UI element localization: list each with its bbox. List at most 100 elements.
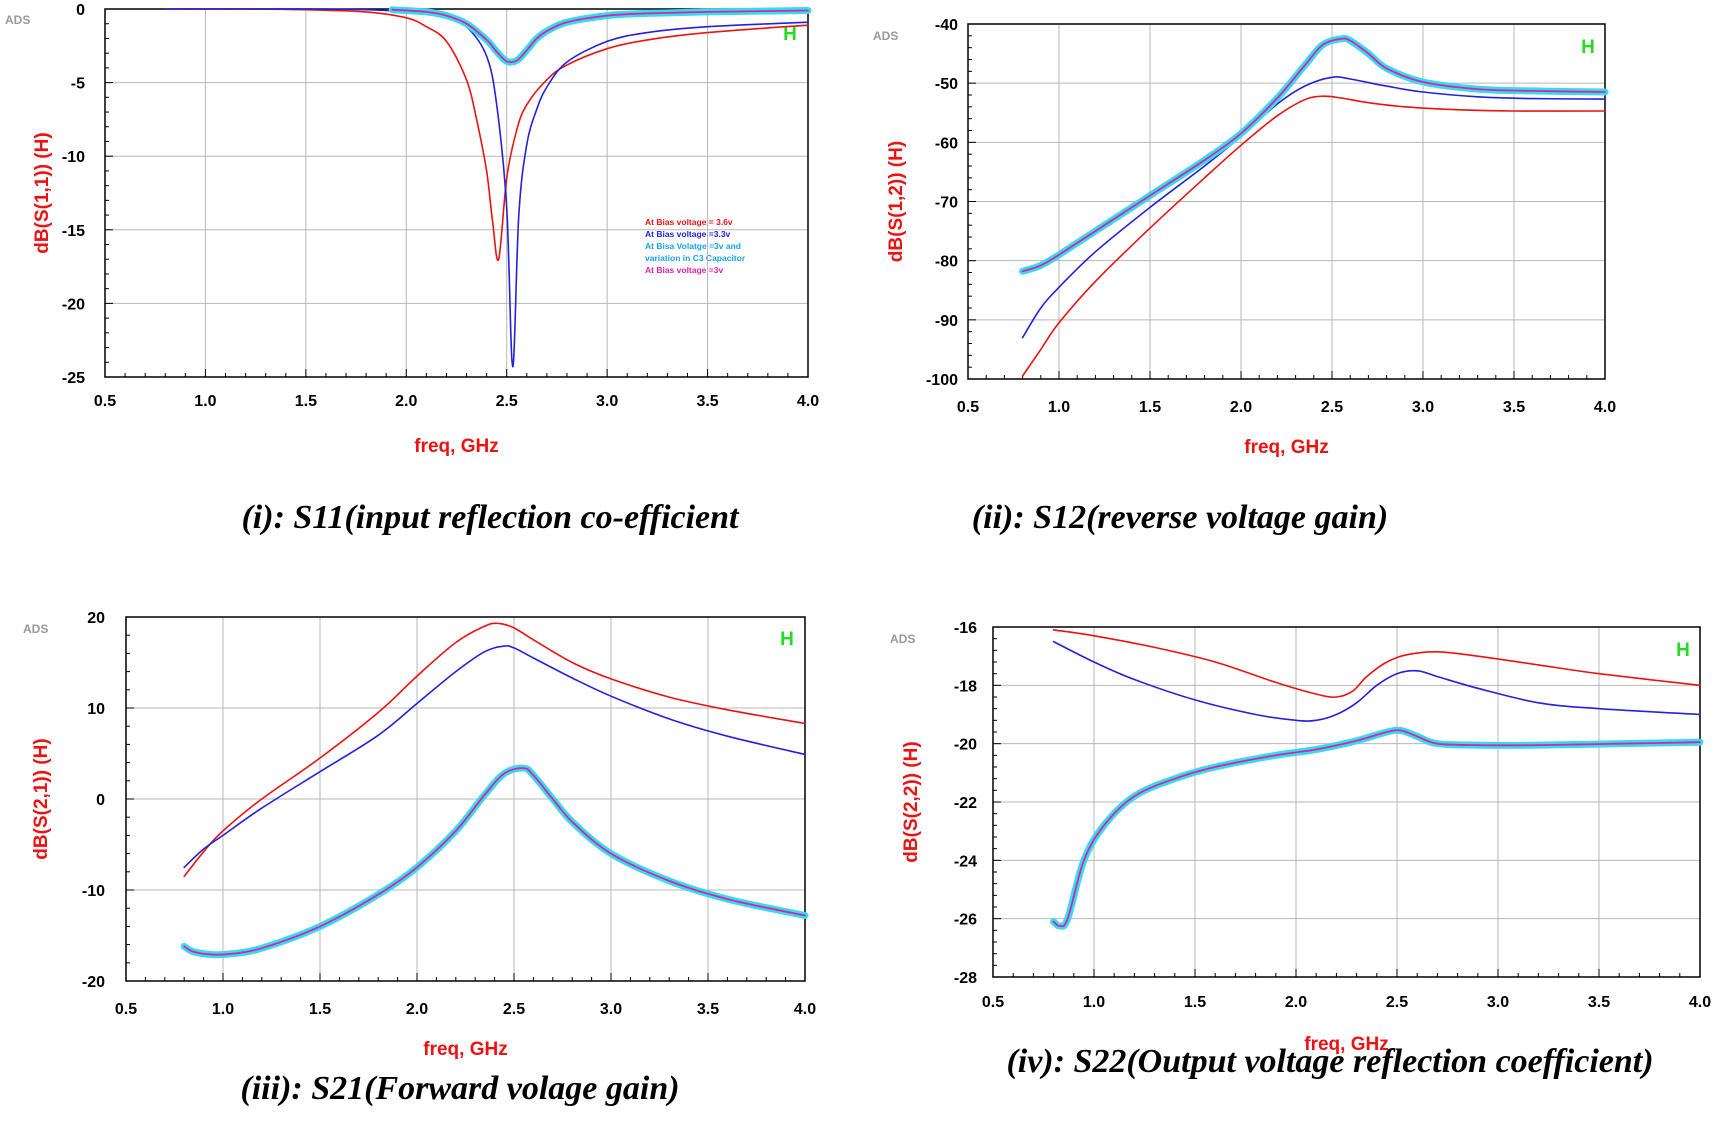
y-tick-label: 0 xyxy=(76,2,85,19)
x-axis-label: freq, GHz xyxy=(1244,437,1328,458)
x-tick-label: 2.0 xyxy=(395,393,417,410)
series-line-bias-3-3v xyxy=(1052,640,1701,722)
x-tick-label: 2.5 xyxy=(503,1001,525,1018)
y-tick-label: -26 xyxy=(954,912,977,929)
y-tick-label: -16 xyxy=(954,620,977,637)
y-tick-label: -22 xyxy=(954,795,977,812)
legend-entry-bias-3v-c3: At Bisa Volatge =3v and xyxy=(645,241,741,251)
legend-entry-bias-3v: At Bias voltage =3v xyxy=(645,265,723,275)
y-tick-label: -25 xyxy=(62,370,85,387)
ads-watermark: ADS xyxy=(5,13,30,27)
y-tick-label: 10 xyxy=(87,701,105,718)
y-tick-label: -5 xyxy=(71,76,85,93)
x-axis-label: freq, GHz xyxy=(1304,1034,1388,1055)
y-tick-label: -15 xyxy=(62,223,85,240)
x-tick-label: 3.5 xyxy=(1588,994,1610,1011)
series-line-bias-3v xyxy=(391,8,809,64)
marker-label: H xyxy=(783,24,797,45)
y-tick-label: -90 xyxy=(935,313,958,330)
x-tick-label: 0.5 xyxy=(982,994,1004,1011)
chart-s22: 0.5 1.0 1.5 2.0 2.5 3.0 3.5 4.0 -16 -18 -20 -22 -24 -… xyxy=(890,620,1711,1055)
x-axis-label: freq, GHz xyxy=(423,1039,507,1060)
y-tick-label: 0 xyxy=(96,792,105,809)
x-tick-label: 2.0 xyxy=(1230,399,1252,416)
x-tick-label: 3.5 xyxy=(1503,399,1525,416)
x-tick-label: 2.0 xyxy=(1285,994,1307,1011)
ads-watermark: ADS xyxy=(890,632,915,646)
legend: At Bias voltage = 3.6v At Bias voltage =… xyxy=(645,217,746,275)
marker-label: H xyxy=(1676,640,1690,661)
chart-s11: 0.5 1.0 1.5 2.0 2.5 3.0 3.5 4.0 0 -5 -10 -15 -20 -25 f… xyxy=(5,2,819,457)
x-tick-label: 1.5 xyxy=(309,1001,331,1018)
x-tick-label: 3.0 xyxy=(1487,994,1509,1011)
series-line-bias-3v xyxy=(183,767,806,956)
y-axis-label: dB(S(2,2)) (H) xyxy=(901,741,922,862)
series-line-bias-3v xyxy=(1021,37,1606,273)
x-tick-label: 1.0 xyxy=(1048,399,1070,416)
series-line-bias-3-6v xyxy=(183,622,806,878)
legend-entry-bias-3-3v: At Bias voltage =3.3v xyxy=(645,229,731,239)
chart-s12: 0.5 1.0 1.5 2.0 2.5 3.0 3.5 4.0 -40 -50 -60 -70 -80 -… xyxy=(873,17,1616,458)
ads-watermark: ADS xyxy=(873,29,898,43)
y-tick-label: -70 xyxy=(935,195,958,212)
caption-s12: (ii): S12(reverse voltage gain) xyxy=(972,499,1388,536)
ads-watermark: ADS xyxy=(23,622,48,636)
x-tick-label: 1.0 xyxy=(212,1001,234,1018)
chart-s21: 0.5 1.0 1.5 2.0 2.5 3.0 3.5 4.0 20 10 0 -10 -20 freq,… xyxy=(23,610,816,1060)
x-tick-label: 2.5 xyxy=(1386,994,1408,1011)
x-tick-label: 1.5 xyxy=(295,393,317,410)
x-tick-label: 3.5 xyxy=(697,1001,719,1018)
x-tick-label: 0.5 xyxy=(94,393,116,410)
minor-ticks xyxy=(992,626,1701,978)
x-tick-label: 3.0 xyxy=(600,1001,622,1018)
y-tick-label: -18 xyxy=(954,678,977,695)
legend-entry-bias-3v-c3-cont: variation in C3 Capacitor xyxy=(645,253,746,263)
x-tick-label: 3.0 xyxy=(1412,399,1434,416)
marker-label: H xyxy=(780,629,794,650)
series-line-bias-3-6v xyxy=(1052,629,1701,698)
y-tick-label: -10 xyxy=(82,883,105,900)
series-line-bias-3v xyxy=(1052,729,1701,928)
legend-entry-bias-3-6v: At Bias voltage = 3.6v xyxy=(645,217,733,227)
caption-s11: (i): S11(input reflection co-efficient xyxy=(241,499,740,536)
marker-label: H xyxy=(1581,37,1595,58)
x-tick-label: 3.5 xyxy=(696,393,718,410)
y-tick-label: 20 xyxy=(87,610,105,627)
series-line-bias-3-3v xyxy=(1021,76,1606,339)
y-tick-label: -28 xyxy=(954,970,977,987)
series-line-bias-3-6v xyxy=(164,8,809,262)
y-tick-label: -10 xyxy=(62,149,85,166)
y-tick-label: -20 xyxy=(954,737,977,754)
y-tick-label: -50 xyxy=(935,76,958,93)
x-tick-label: 4.0 xyxy=(1594,399,1616,416)
y-tick-label: -40 xyxy=(935,17,958,34)
x-tick-label: 3.0 xyxy=(596,393,618,410)
x-tick-label: 2.5 xyxy=(496,393,518,410)
x-tick-label: 1.0 xyxy=(194,393,216,410)
y-tick-label: -80 xyxy=(935,254,958,271)
y-tick-label: -20 xyxy=(62,296,85,313)
x-axis-label: freq, GHz xyxy=(414,436,498,457)
y-tick-label: -20 xyxy=(82,974,105,991)
grid xyxy=(105,9,808,377)
x-tick-label: 0.5 xyxy=(957,399,979,416)
series-line-bias-3-3v xyxy=(183,645,806,869)
x-tick-label: 0.5 xyxy=(115,1001,137,1018)
x-tick-label: 4.0 xyxy=(794,1001,816,1018)
caption-s22: (iv): S22(Output voltage reflection coef… xyxy=(1006,1043,1653,1080)
x-tick-label: 2.5 xyxy=(1321,399,1343,416)
x-tick-label: 1.0 xyxy=(1083,994,1105,1011)
minor-ticks xyxy=(104,8,809,378)
y-tick-label: -60 xyxy=(935,135,958,152)
x-tick-label: 4.0 xyxy=(1689,994,1711,1011)
caption-s21: (iii): S21(Forward volage gain) xyxy=(240,1070,679,1107)
x-tick-label: 2.0 xyxy=(406,1001,428,1018)
y-tick-label: -100 xyxy=(926,372,958,389)
y-tick-label: -24 xyxy=(954,853,977,870)
series-line-bias-3-6v xyxy=(1021,95,1606,377)
plot-frame xyxy=(104,8,809,378)
x-tick-label: 4.0 xyxy=(797,393,819,410)
minor-ticks xyxy=(967,23,1606,380)
series-line-bias-3-3v xyxy=(164,8,809,368)
